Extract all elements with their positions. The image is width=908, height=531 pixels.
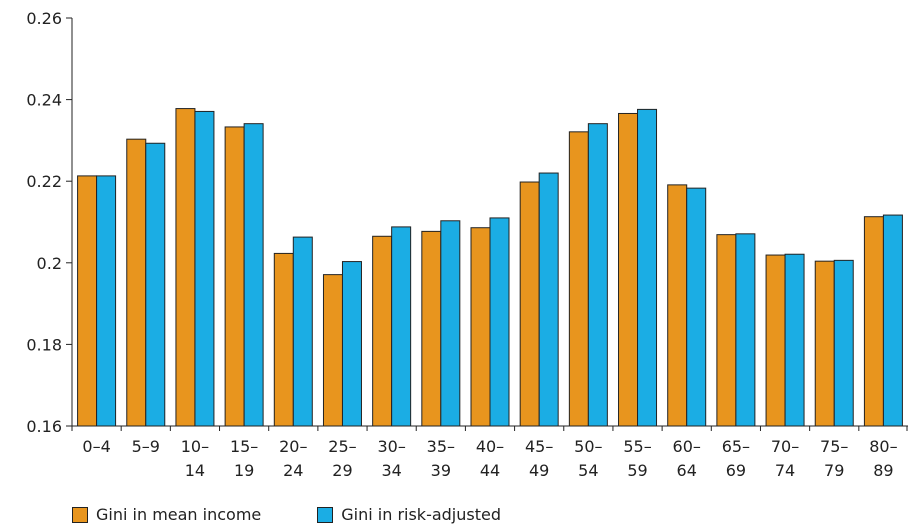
legend-swatch-mean-income: [72, 506, 88, 523]
bar-mean-income: [421, 230, 442, 427]
bar-risk-adjusted: [292, 236, 313, 427]
x-tick-label: 45–: [525, 437, 553, 456]
bar-mean-income: [273, 252, 294, 427]
x-tick-label: 5–9: [132, 437, 160, 456]
legend-swatch-risk-adjusted: [317, 506, 334, 523]
bar-risk-adjusted: [587, 123, 608, 427]
x-tick-label: 15–: [230, 437, 258, 456]
x-tick-label: 39: [431, 461, 451, 480]
x-tick-label: 25–: [328, 437, 356, 456]
bar-mean-income: [814, 260, 835, 427]
bar-chart: 0.16 0.18 0.2 0.22 0.24 0.26 0–4 5–9 10– 14 15– 19…: [26, 9, 908, 480]
x-tick-label: 40–: [476, 437, 504, 456]
bar-mean-income: [322, 274, 343, 427]
bar-mean-income: [126, 138, 147, 427]
bar-risk-adjusted: [243, 123, 264, 427]
x-tick-label: 44: [480, 461, 500, 480]
x-tick-label: 49: [529, 461, 549, 480]
bar-mean-income: [716, 234, 737, 427]
bar-mean-income: [863, 216, 884, 427]
x-tick-label: 10–: [181, 437, 209, 456]
bar-risk-adjusted: [882, 214, 903, 427]
bar-risk-adjusted: [538, 172, 559, 427]
y-tick-label: 0.2: [37, 254, 62, 273]
x-axis: 0–4 5–9 10– 14 15– 19 20– 24 25– 29 30– 34 35– 39 40– 4…: [71, 425, 908, 480]
bar-risk-adjusted: [686, 187, 707, 427]
bar-mean-income: [224, 126, 245, 427]
bars: [77, 108, 903, 427]
bar-mean-income: [568, 131, 589, 427]
x-tick-label: 30–: [377, 437, 405, 456]
x-tick-label: 34: [381, 461, 401, 480]
bar-mean-income: [372, 235, 393, 427]
bar-risk-adjusted: [145, 142, 166, 427]
x-tick-label: 69: [726, 461, 746, 480]
x-tick-label: 0–4: [82, 437, 110, 456]
bar-risk-adjusted: [194, 110, 215, 427]
x-tick-label: 75–: [820, 437, 848, 456]
x-tick-label: 65–: [722, 437, 750, 456]
x-tick-label: 19: [234, 461, 254, 480]
legend: Gini in mean income Gini in risk-adjuste…: [72, 505, 501, 524]
bar-mean-income: [519, 181, 540, 427]
bar-mean-income: [765, 254, 786, 427]
x-tick-label: 54: [578, 461, 598, 480]
bar-mean-income: [667, 184, 688, 427]
x-tick-label: 64: [677, 461, 697, 480]
y-tick-label: 0.16: [26, 417, 62, 436]
bar-risk-adjusted: [96, 175, 117, 427]
legend-item-mean-income: Gini in mean income: [72, 505, 261, 524]
bar-risk-adjusted: [489, 217, 510, 427]
bar-risk-adjusted: [341, 261, 362, 427]
y-axis: 0.16 0.18 0.2 0.22 0.24 0.26: [26, 9, 73, 436]
y-tick-label: 0.24: [26, 91, 62, 110]
x-tick-label: 55–: [623, 437, 651, 456]
x-tick-label: 20–: [279, 437, 307, 456]
bar-risk-adjusted: [784, 253, 805, 427]
y-tick-label: 0.22: [26, 172, 62, 191]
x-tick-label: 59: [627, 461, 647, 480]
x-tick-label: 74: [775, 461, 795, 480]
x-tick-label: 80–: [869, 437, 897, 456]
x-tick-label: 89: [873, 461, 893, 480]
bar-risk-adjusted: [391, 226, 412, 427]
bar-risk-adjusted: [637, 108, 658, 427]
bar-mean-income: [618, 112, 639, 427]
y-tick-label: 0.26: [26, 9, 62, 28]
x-tick-label: 29: [332, 461, 352, 480]
bar-mean-income: [470, 227, 491, 427]
x-tick-label: 60–: [673, 437, 701, 456]
bar-mean-income: [175, 108, 196, 427]
bar-risk-adjusted: [833, 259, 854, 427]
y-tick-label: 0.18: [26, 335, 62, 354]
x-tick-label: 50–: [574, 437, 602, 456]
x-tick-label: 70–: [771, 437, 799, 456]
bar-risk-adjusted: [440, 220, 461, 427]
x-tick-label: 24: [283, 461, 303, 480]
legend-label-mean-income: Gini in mean income: [96, 505, 262, 524]
bar-risk-adjusted: [735, 233, 756, 427]
legend-item-risk-adjusted: Gini in risk-adjusted: [317, 505, 501, 524]
bar-mean-income: [77, 175, 98, 427]
x-tick-label: 14: [185, 461, 205, 480]
x-tick-label: 79: [824, 461, 844, 480]
x-tick-label: 35–: [427, 437, 455, 456]
legend-label-risk-adjusted: Gini in risk-adjusted: [341, 505, 501, 524]
